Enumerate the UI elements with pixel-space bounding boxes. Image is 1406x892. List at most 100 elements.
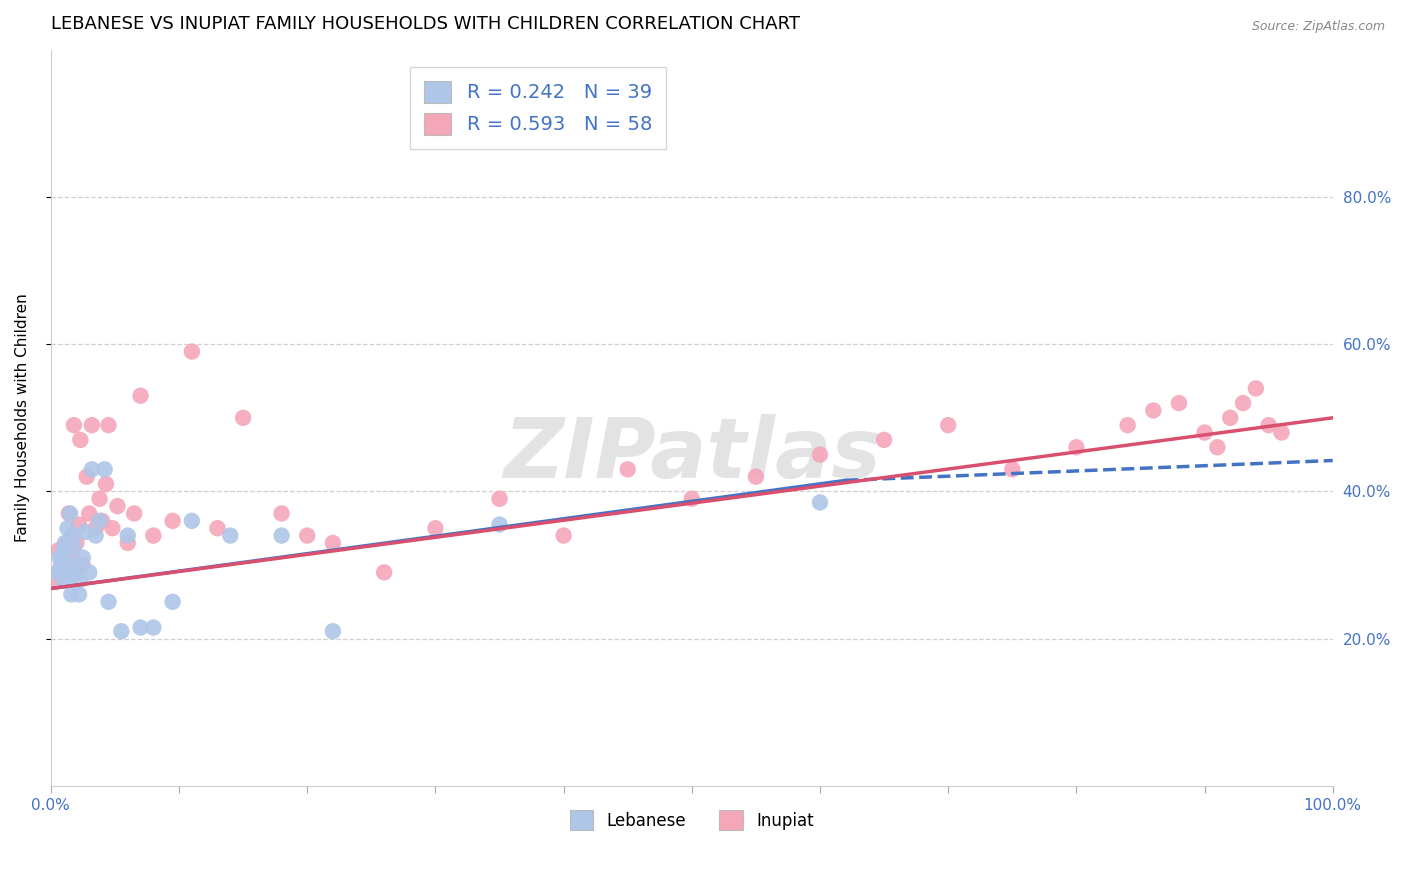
Point: [681, 491, 703, 506]
Point: [59, 507, 82, 521]
Point: [297, 528, 319, 542]
Point: [45, 573, 67, 587]
Point: [72, 558, 94, 572]
Point: [219, 528, 242, 542]
Point: [1142, 403, 1164, 417]
Legend: Lebanese, Inupiat: Lebanese, Inupiat: [564, 804, 821, 837]
Point: [207, 521, 229, 535]
Point: [56, 536, 79, 550]
Point: [69, 433, 91, 447]
Point: [59, 569, 82, 583]
Text: ZIPatlas: ZIPatlas: [503, 414, 880, 495]
Point: [63, 562, 86, 576]
Point: [1232, 396, 1254, 410]
Point: [270, 528, 292, 542]
Point: [60, 587, 83, 601]
Point: [62, 528, 84, 542]
Point: [75, 524, 97, 539]
Point: [94, 477, 117, 491]
Point: [488, 491, 510, 506]
Point: [48, 543, 70, 558]
Point: [808, 495, 831, 509]
Point: [89, 491, 111, 506]
Point: [117, 528, 139, 542]
Point: [270, 507, 292, 521]
Point: [107, 499, 129, 513]
Point: [97, 595, 120, 609]
Y-axis label: Family Households with Children: Family Households with Children: [15, 293, 30, 542]
Point: [58, 562, 80, 576]
Point: [553, 528, 575, 542]
Point: [52, 543, 75, 558]
Point: [52, 550, 75, 565]
Point: [1257, 418, 1279, 433]
Point: [80, 462, 103, 476]
Point: [745, 469, 768, 483]
Point: [322, 536, 344, 550]
Point: [1168, 396, 1191, 410]
Point: [232, 410, 254, 425]
Point: [1244, 381, 1267, 395]
Point: [162, 514, 184, 528]
Point: [58, 507, 80, 521]
Point: [1116, 418, 1139, 433]
Point: [72, 550, 94, 565]
Point: [373, 566, 395, 580]
Point: [1270, 425, 1292, 440]
Point: [1206, 440, 1229, 454]
Point: [63, 540, 86, 554]
Point: [873, 433, 896, 447]
Point: [49, 550, 72, 565]
Point: [79, 566, 101, 580]
Point: [66, 558, 89, 572]
Point: [936, 418, 959, 433]
Point: [46, 566, 69, 580]
Point: [488, 517, 510, 532]
Point: [51, 554, 73, 568]
Point: [180, 514, 202, 528]
Point: [62, 528, 84, 542]
Point: [142, 621, 165, 635]
Point: [55, 547, 77, 561]
Point: [65, 566, 87, 580]
Point: [84, 521, 107, 535]
Point: [142, 528, 165, 542]
Point: [322, 624, 344, 639]
Point: [63, 418, 86, 433]
Point: [65, 536, 87, 550]
Point: [129, 621, 152, 635]
Point: [67, 587, 90, 601]
Point: [56, 521, 79, 535]
Point: [84, 528, 107, 542]
Point: [616, 462, 638, 476]
Point: [1066, 440, 1088, 454]
Point: [117, 536, 139, 550]
Point: [80, 418, 103, 433]
Point: [67, 517, 90, 532]
Point: [122, 507, 145, 521]
Point: [808, 448, 831, 462]
Point: [53, 536, 76, 550]
Point: [425, 521, 447, 535]
Point: [129, 389, 152, 403]
Point: [60, 547, 83, 561]
Point: [110, 624, 132, 639]
Point: [180, 344, 202, 359]
Point: [91, 514, 114, 528]
Text: Source: ZipAtlas.com: Source: ZipAtlas.com: [1251, 20, 1385, 33]
Point: [79, 507, 101, 521]
Point: [52, 573, 75, 587]
Point: [101, 521, 124, 535]
Point: [69, 573, 91, 587]
Text: LEBANESE VS INUPIAT FAMILY HOUSEHOLDS WITH CHILDREN CORRELATION CHART: LEBANESE VS INUPIAT FAMILY HOUSEHOLDS WI…: [51, 15, 800, 33]
Point: [1194, 425, 1216, 440]
Point: [89, 514, 111, 528]
Point: [93, 462, 115, 476]
Point: [55, 562, 77, 576]
Point: [49, 562, 72, 576]
Point: [1219, 410, 1241, 425]
Point: [49, 558, 72, 572]
Point: [97, 418, 120, 433]
Point: [162, 595, 184, 609]
Point: [76, 469, 98, 483]
